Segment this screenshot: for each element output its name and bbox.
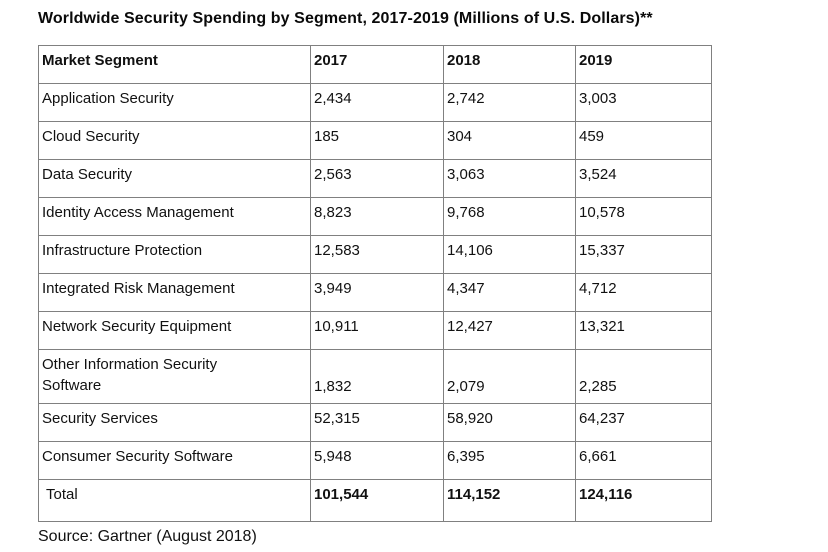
header-2019: 2019 [575,45,712,84]
value-cell: 12,427 [443,311,576,350]
value-cell: 3,003 [575,83,712,122]
value-cell: 1,832 [310,349,444,404]
segment-cell: Application Security [38,83,311,122]
table-row: Other Information Security Software 1,832… [38,349,712,404]
value-cell: 12,583 [310,235,444,274]
header-2018: 2018 [443,45,576,84]
value-cell: 4,712 [575,273,712,312]
value-cell: 8,823 [310,197,444,236]
value-cell: 3,949 [310,273,444,312]
segment-label: Identity Access Management [42,204,234,221]
header-market-segment: Market Segment [38,45,311,84]
value-cell: 2,742 [443,83,576,122]
table-row: Cloud Security 185 304 459 [38,121,712,160]
header-row: Market Segment 2017 2018 2019 [38,45,712,84]
value-cell: 5,948 [310,441,444,480]
segment-cell: Data Security [38,159,311,198]
segment-cell: Identity Access Management [38,197,311,236]
table-row: Identity Access Management 8,823 9,768 10,5… [38,197,712,236]
segment-label: Data Security [42,166,133,183]
value-cell: 10,911 [310,311,444,350]
table-row: Consumer Security Software 5,948 6,395 6,66… [38,441,712,480]
segment-label: Other Information Security Software [42,356,218,394]
value-cell: 2,079 [443,349,576,404]
total-label: Total [38,479,311,522]
value-cell: 52,315 [310,403,444,442]
value-cell: 304 [443,121,576,160]
table-row: Integrated Risk Management 3,949 4,347 4,71… [38,273,712,312]
source-attribution: Source: Gartner (August 2018) [38,528,257,545]
value-cell: 2,285 [575,349,712,404]
table-row: Infrastructure Protection 12,583 14,106 15,… [38,235,712,274]
value-cell: 2,563 [310,159,444,198]
value-cell: 3,524 [575,159,712,198]
total-2019: 124,116 [575,479,712,522]
value-cell: 10,578 [575,197,712,236]
value-cell: 4,347 [443,273,576,312]
segment-cell: Infrastructure Protection [38,235,311,274]
value-cell: 13,321 [575,311,712,350]
segment-label: Security Services [42,410,158,427]
value-cell: 3,063 [443,159,576,198]
segment-cell: Security Services [38,403,311,442]
value-cell: 64,237 [575,403,712,442]
table-header: Market Segment 2017 2018 2019 [38,45,712,84]
segment-label: Infrastructure Protection [42,242,203,259]
value-cell: 58,920 [443,403,576,442]
total-row: Total 101,544 114,152 124,116 [38,479,712,522]
table-row: Data Security 2,563 3,063 3,524 [38,159,712,198]
total-2017: 101,544 [310,479,444,522]
segment-cell: Integrated Risk Management [38,273,311,312]
segment-label: Cloud Security [42,128,140,145]
table-body: Application Security 2,434 2,742 3,003 Cloud… [38,83,712,522]
segment-cell: Other Information Security Software [38,349,311,404]
segment-label: Consumer Security Software [42,448,233,465]
table-row: Network Security Equipment 10,911 12,427 13… [38,311,712,350]
value-cell: 9,768 [443,197,576,236]
value-cell: 6,661 [575,441,712,480]
segment-cell: Consumer Security Software [38,441,311,480]
segment-label: Application Security [42,90,174,107]
value-cell: 6,395 [443,441,576,480]
value-cell: 15,337 [575,235,712,274]
value-cell: 2,434 [310,83,444,122]
segment-cell: Network Security Equipment [38,311,311,350]
security-spending-table: Market Segment 2017 2018 2019 Applicatio… [38,45,712,522]
header-2017: 2017 [310,45,444,84]
table-title: Worldwide Security Spending by Segment, … [38,10,653,27]
table-row: Security Services 52,315 58,920 64,237 [38,403,712,442]
segment-cell: Cloud Security [38,121,311,160]
value-cell: 459 [575,121,712,160]
segment-label: Integrated Risk Management [42,280,235,297]
value-cell: 185 [310,121,444,160]
table-row: Application Security 2,434 2,742 3,003 [38,83,712,122]
value-cell: 14,106 [443,235,576,274]
total-2018: 114,152 [443,479,576,522]
segment-label: Network Security Equipment [42,318,232,335]
